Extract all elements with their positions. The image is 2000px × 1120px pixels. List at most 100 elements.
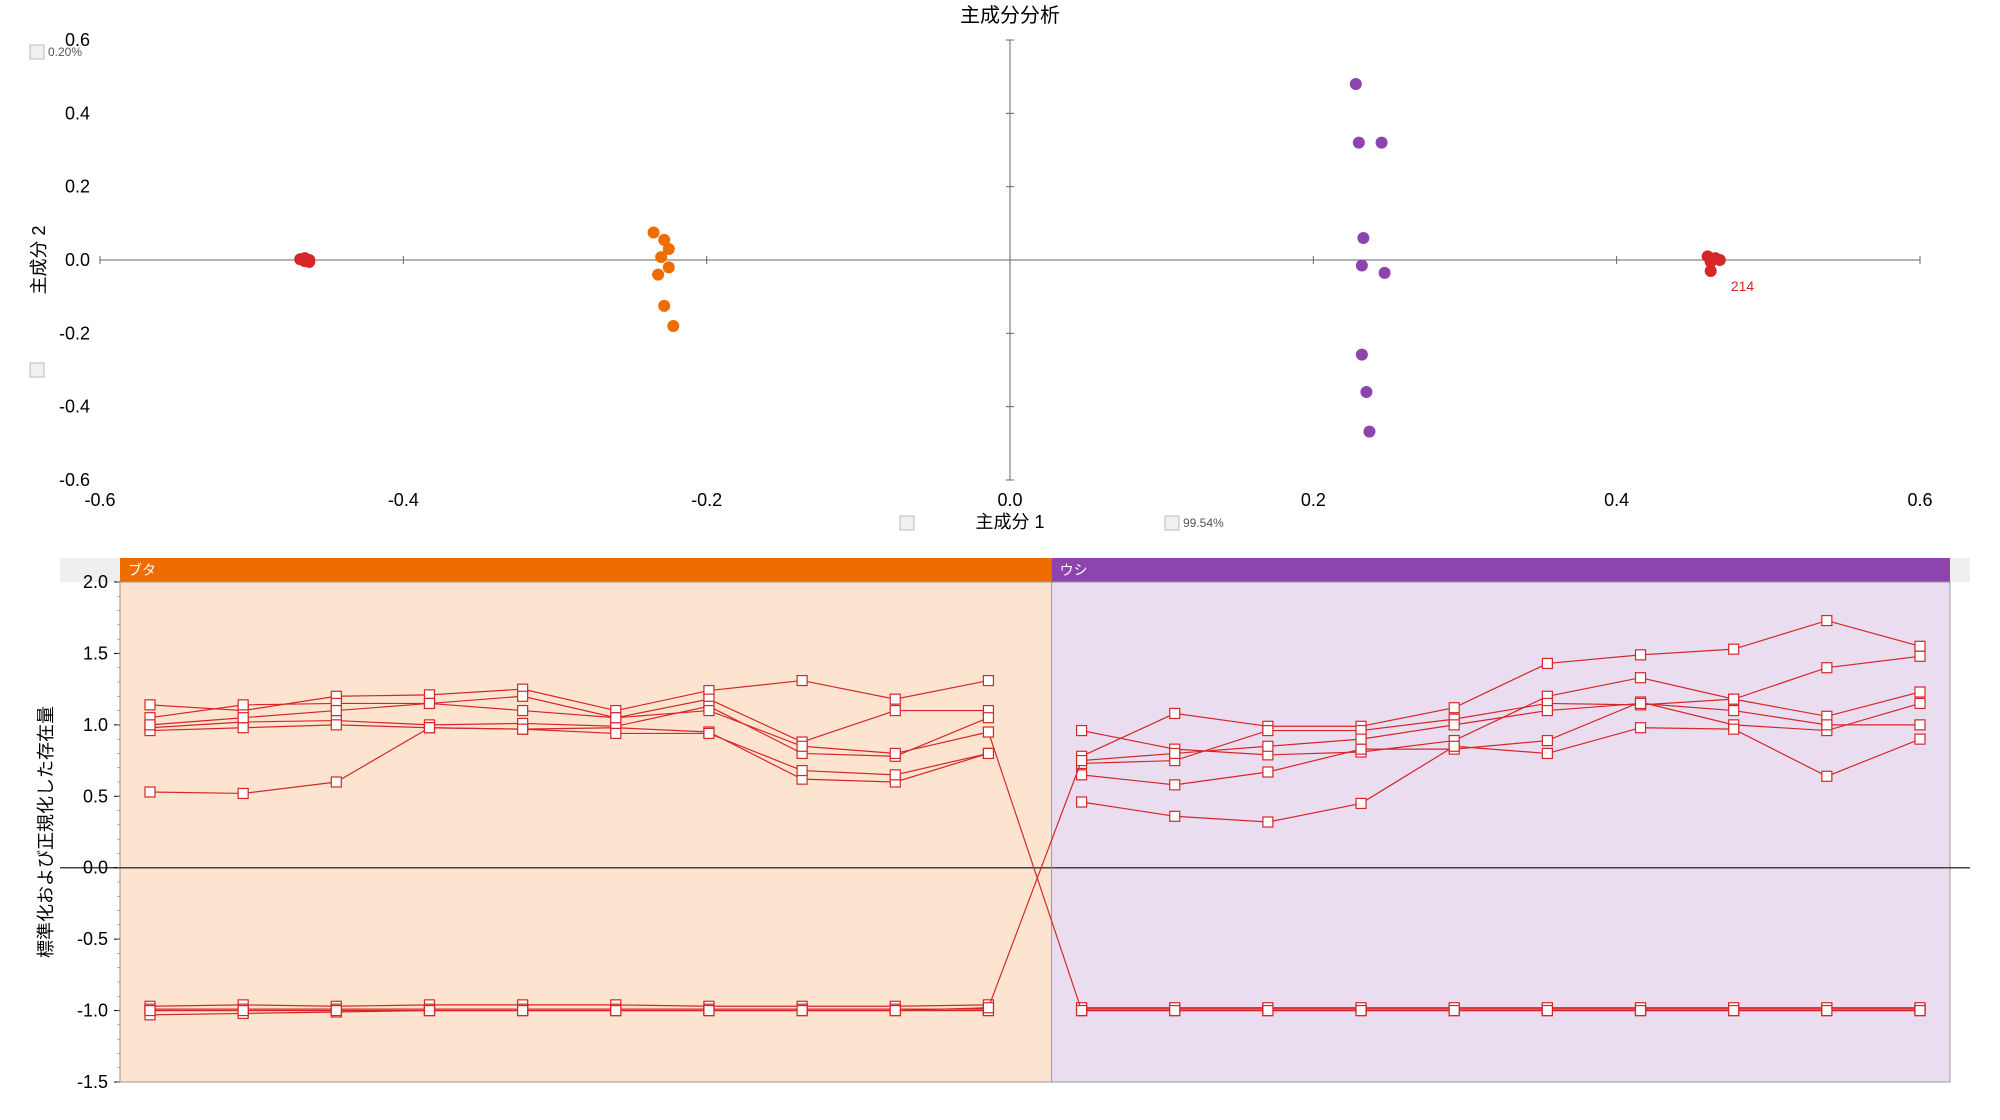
- profile-marker[interactable]: [1449, 720, 1459, 730]
- profile-category-header[interactable]: [120, 558, 1052, 582]
- pca-point[interactable]: [1353, 137, 1365, 149]
- pca-point[interactable]: [299, 255, 311, 267]
- profile-marker[interactable]: [1636, 1006, 1646, 1016]
- profile-marker[interactable]: [890, 694, 900, 704]
- profile-marker[interactable]: [1449, 1006, 1459, 1016]
- profile-marker[interactable]: [1636, 673, 1646, 683]
- profile-marker[interactable]: [424, 1006, 434, 1016]
- profile-marker[interactable]: [1356, 734, 1366, 744]
- pca-point[interactable]: [648, 227, 660, 239]
- profile-marker[interactable]: [331, 777, 341, 787]
- profile-marker[interactable]: [1170, 708, 1180, 718]
- profile-marker[interactable]: [1636, 698, 1646, 708]
- profile-marker[interactable]: [1449, 741, 1459, 751]
- profile-marker[interactable]: [1356, 1006, 1366, 1016]
- profile-marker[interactable]: [1356, 798, 1366, 808]
- profile-marker[interactable]: [331, 706, 341, 716]
- profile-marker[interactable]: [611, 1006, 621, 1016]
- profile-marker[interactable]: [1915, 720, 1925, 730]
- profile-marker[interactable]: [797, 766, 807, 776]
- profile-marker[interactable]: [518, 706, 528, 716]
- profile-marker[interactable]: [1077, 756, 1087, 766]
- profile-marker[interactable]: [1263, 817, 1273, 827]
- profile-marker[interactable]: [704, 728, 714, 738]
- pca-toggle-icon[interactable]: [30, 363, 44, 377]
- profile-marker[interactable]: [1263, 741, 1273, 751]
- pca-point[interactable]: [667, 320, 679, 332]
- pca-point[interactable]: [658, 300, 670, 312]
- profile-marker[interactable]: [331, 720, 341, 730]
- profile-marker[interactable]: [1263, 767, 1273, 777]
- profile-marker[interactable]: [1077, 726, 1087, 736]
- profile-marker[interactable]: [1822, 720, 1832, 730]
- profile-marker[interactable]: [1542, 706, 1552, 716]
- profile-marker[interactable]: [1263, 1006, 1273, 1016]
- profile-marker[interactable]: [1729, 706, 1739, 716]
- profile-marker[interactable]: [1915, 641, 1925, 651]
- pca-point[interactable]: [652, 269, 664, 281]
- profile-marker[interactable]: [145, 1006, 155, 1016]
- pca-point[interactable]: [1360, 386, 1372, 398]
- profile-category-header[interactable]: [1052, 558, 1950, 582]
- profile-marker[interactable]: [890, 1006, 900, 1016]
- profile-marker[interactable]: [1636, 650, 1646, 660]
- profile-marker[interactable]: [238, 788, 248, 798]
- pca-point[interactable]: [1376, 137, 1388, 149]
- profile-marker[interactable]: [1356, 744, 1366, 754]
- pca-point[interactable]: [1714, 254, 1726, 266]
- profile-marker[interactable]: [1542, 736, 1552, 746]
- profile-marker[interactable]: [1449, 703, 1459, 713]
- profile-marker[interactable]: [1263, 726, 1273, 736]
- profile-marker[interactable]: [890, 748, 900, 758]
- profile-marker[interactable]: [1077, 797, 1087, 807]
- profile-marker[interactable]: [890, 706, 900, 716]
- profile-marker[interactable]: [518, 724, 528, 734]
- profile-marker[interactable]: [983, 713, 993, 723]
- profile-marker[interactable]: [518, 1006, 528, 1016]
- profile-marker[interactable]: [238, 1006, 248, 1016]
- pca-point[interactable]: [1379, 267, 1391, 279]
- profile-marker[interactable]: [1729, 694, 1739, 704]
- profile-marker[interactable]: [1729, 644, 1739, 654]
- profile-marker[interactable]: [704, 706, 714, 716]
- profile-marker[interactable]: [1915, 734, 1925, 744]
- profile-marker[interactable]: [1542, 748, 1552, 758]
- profile-marker[interactable]: [424, 723, 434, 733]
- pca-point[interactable]: [663, 261, 675, 273]
- profile-marker[interactable]: [1542, 658, 1552, 668]
- profile-marker[interactable]: [424, 698, 434, 708]
- profile-marker[interactable]: [1915, 698, 1925, 708]
- pca-point[interactable]: [1363, 426, 1375, 438]
- pca-point[interactable]: [655, 251, 667, 263]
- profile-marker[interactable]: [1077, 1006, 1087, 1016]
- profile-marker[interactable]: [1729, 1006, 1739, 1016]
- profile-marker[interactable]: [1542, 1006, 1552, 1016]
- pca-point[interactable]: [1705, 265, 1717, 277]
- profile-marker[interactable]: [983, 748, 993, 758]
- profile-marker[interactable]: [238, 713, 248, 723]
- profile-marker[interactable]: [145, 720, 155, 730]
- pca-point[interactable]: [1356, 260, 1368, 272]
- profile-marker[interactable]: [890, 770, 900, 780]
- profile-marker[interactable]: [704, 1006, 714, 1016]
- profile-marker[interactable]: [1170, 811, 1180, 821]
- profile-marker[interactable]: [1915, 651, 1925, 661]
- profile-marker[interactable]: [1170, 1006, 1180, 1016]
- profile-marker[interactable]: [797, 741, 807, 751]
- profile-marker[interactable]: [145, 787, 155, 797]
- profile-marker[interactable]: [145, 700, 155, 710]
- profile-marker[interactable]: [983, 1003, 993, 1013]
- profile-marker[interactable]: [518, 691, 528, 701]
- profile-marker[interactable]: [797, 676, 807, 686]
- profile-marker[interactable]: [238, 700, 248, 710]
- pca-point[interactable]: [1356, 349, 1368, 361]
- profile-marker[interactable]: [1915, 687, 1925, 697]
- profile-marker[interactable]: [331, 1006, 341, 1016]
- profile-marker[interactable]: [1822, 616, 1832, 626]
- profile-marker[interactable]: [238, 723, 248, 733]
- profile-marker[interactable]: [1729, 724, 1739, 734]
- profile-marker[interactable]: [1170, 780, 1180, 790]
- profile-marker[interactable]: [983, 676, 993, 686]
- profile-marker[interactable]: [797, 1006, 807, 1016]
- profile-marker[interactable]: [611, 728, 621, 738]
